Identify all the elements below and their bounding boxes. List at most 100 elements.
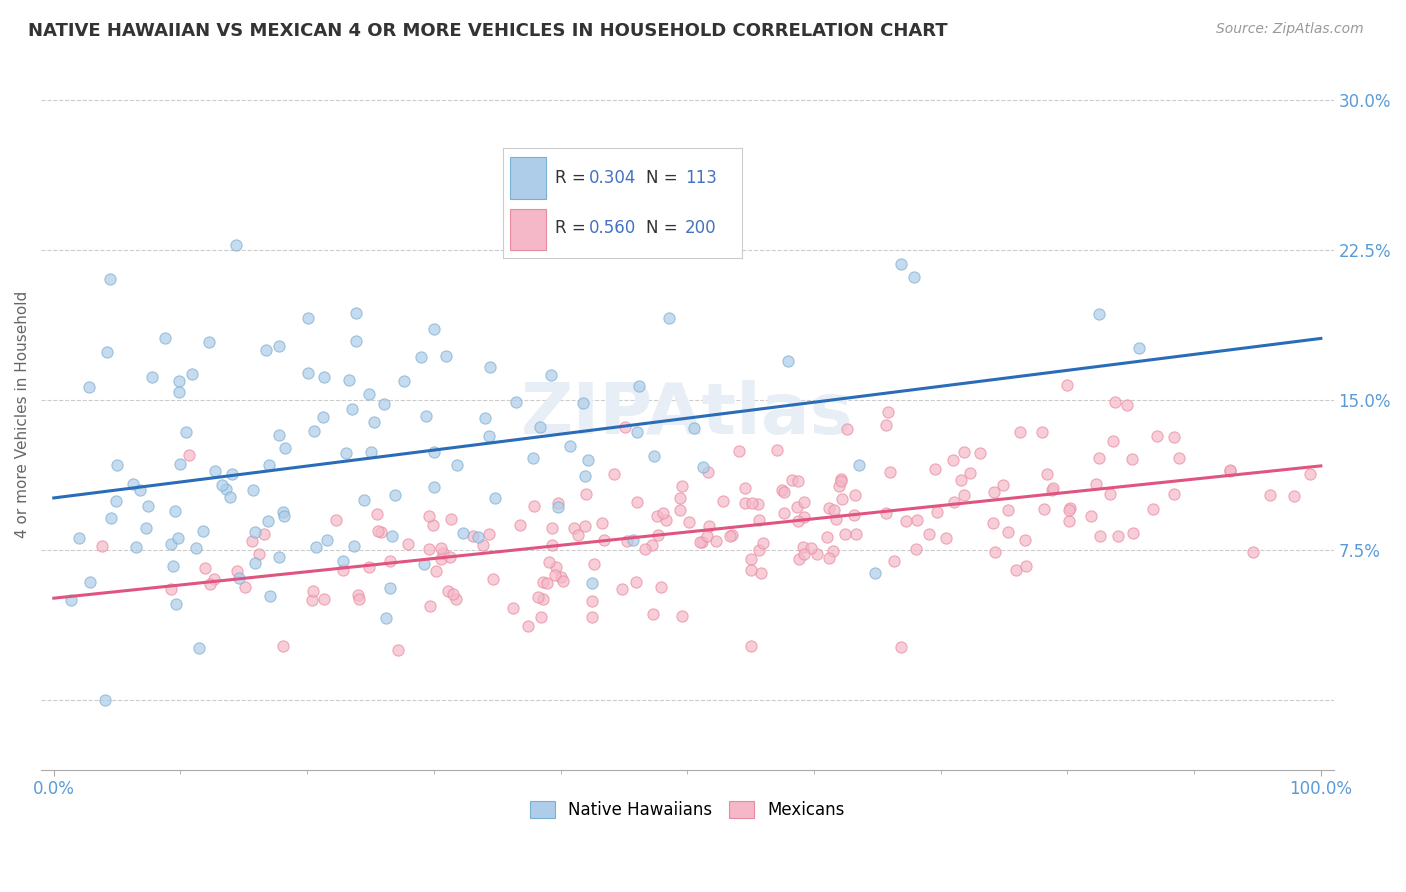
Point <box>360 445 382 459</box>
Point <box>699 518 721 533</box>
Point <box>711 493 734 508</box>
Point <box>1059 514 1081 528</box>
Point <box>787 514 810 528</box>
Point <box>337 373 360 387</box>
Point <box>359 386 381 401</box>
Point <box>793 548 815 562</box>
Point <box>413 557 436 571</box>
Point <box>983 485 1005 500</box>
Point <box>792 540 814 554</box>
Point <box>903 270 925 285</box>
Point <box>530 609 553 624</box>
Point <box>516 619 538 633</box>
Point <box>267 427 290 442</box>
Point <box>418 508 440 523</box>
Point <box>60 592 83 607</box>
Point <box>444 591 467 606</box>
Point <box>305 540 328 554</box>
Point <box>128 483 150 497</box>
Point <box>228 571 250 585</box>
Point <box>546 559 568 574</box>
Point <box>602 467 624 481</box>
Point <box>1241 544 1264 558</box>
Point <box>384 488 406 502</box>
Point <box>927 505 949 519</box>
Point <box>1033 502 1056 516</box>
Point <box>538 555 561 569</box>
FancyBboxPatch shape <box>510 157 546 199</box>
Point <box>613 420 636 434</box>
Point <box>907 513 929 527</box>
Point <box>471 538 494 552</box>
Point <box>1057 503 1080 517</box>
Point <box>93 693 115 707</box>
Point <box>1282 489 1305 503</box>
Point <box>950 474 973 488</box>
FancyBboxPatch shape <box>510 209 546 251</box>
Point <box>593 533 616 547</box>
Point <box>423 444 446 458</box>
Text: N =: N = <box>647 169 683 187</box>
Point <box>863 566 886 581</box>
Point <box>419 599 441 613</box>
Point <box>373 397 395 411</box>
Point <box>335 446 357 460</box>
Point <box>834 527 856 541</box>
Legend: Native Hawaiians, Mexicans: Native Hawaiians, Mexicans <box>523 794 852 826</box>
Point <box>430 552 453 566</box>
Point <box>367 524 389 538</box>
Point <box>1014 533 1036 547</box>
Point <box>211 478 233 492</box>
Point <box>409 350 432 364</box>
Point <box>842 508 865 523</box>
Text: N =: N = <box>647 219 683 237</box>
Point <box>302 583 325 598</box>
Point <box>641 537 664 551</box>
Point <box>215 482 238 496</box>
Point <box>1163 487 1185 501</box>
Point <box>259 458 281 473</box>
Point <box>645 508 668 523</box>
Point <box>312 370 335 384</box>
Point <box>523 499 546 513</box>
Point <box>125 541 148 555</box>
Point <box>225 238 247 252</box>
Point <box>1116 398 1139 412</box>
Point <box>380 529 402 543</box>
Point <box>1260 488 1282 502</box>
Point <box>1031 425 1053 439</box>
Point <box>550 569 572 583</box>
Point <box>848 458 870 472</box>
Point <box>643 449 665 463</box>
Point <box>311 409 333 424</box>
Point <box>1087 451 1109 466</box>
Point <box>748 513 770 527</box>
Point <box>890 257 912 271</box>
Point <box>1085 477 1108 491</box>
Point <box>793 509 815 524</box>
Point <box>821 543 844 558</box>
Point <box>105 458 128 472</box>
Point <box>100 511 122 525</box>
Point <box>451 525 474 540</box>
Point <box>787 474 810 488</box>
Point <box>527 590 550 604</box>
Point <box>441 587 464 601</box>
Point <box>136 499 159 513</box>
Point <box>621 533 644 548</box>
Point <box>536 576 558 591</box>
Point <box>162 558 184 573</box>
Point <box>981 516 1004 530</box>
Point <box>562 521 585 535</box>
Point <box>806 547 828 561</box>
Point <box>770 483 793 497</box>
Point <box>432 545 454 559</box>
Point <box>1299 467 1322 482</box>
Point <box>650 580 672 594</box>
Point <box>952 488 974 502</box>
Point <box>257 515 280 529</box>
Point <box>1121 452 1143 467</box>
Point <box>509 517 531 532</box>
Point <box>845 527 868 541</box>
Point <box>818 501 841 516</box>
